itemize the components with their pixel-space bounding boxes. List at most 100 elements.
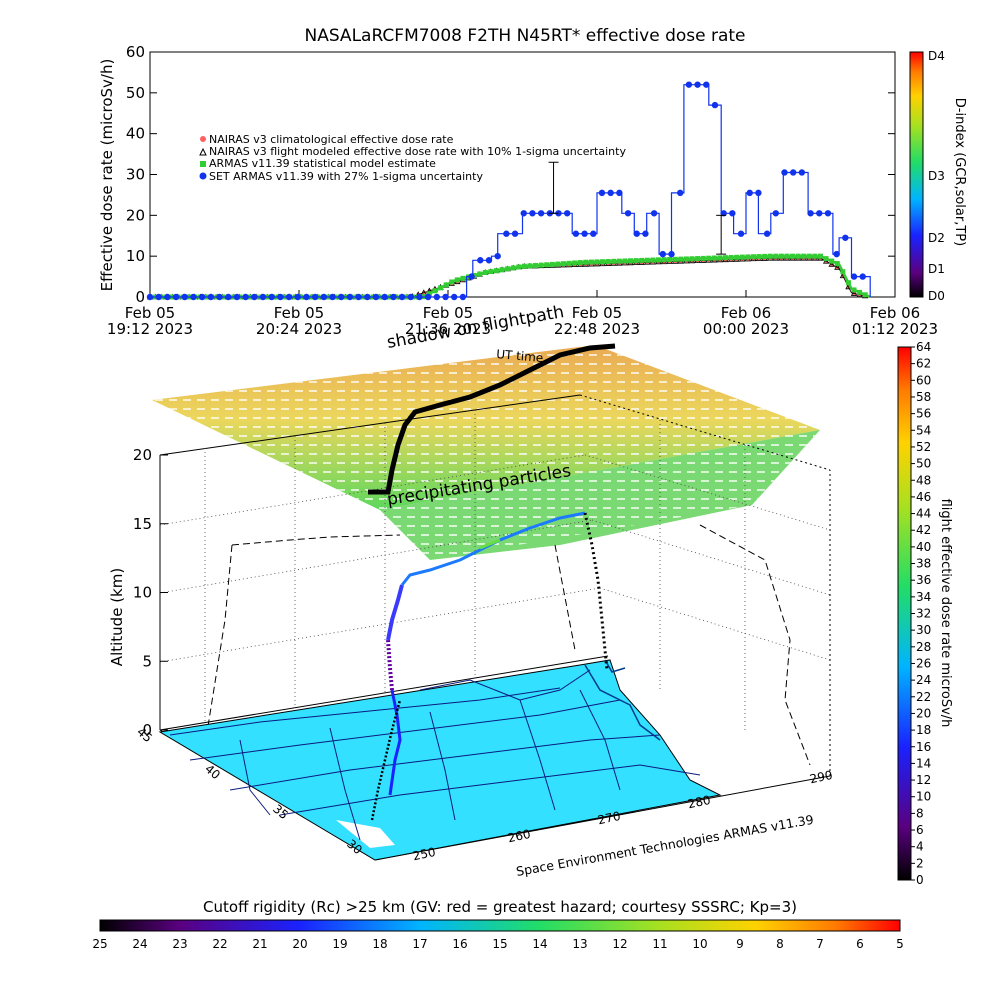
y-tick-label: 60 <box>126 43 145 61</box>
series-point <box>233 293 241 301</box>
series-point <box>823 256 829 262</box>
colorbar-tick-label: 28 <box>916 640 931 654</box>
series-point <box>624 210 632 217</box>
series-point <box>537 210 545 217</box>
colorbar-tick-label: 50 <box>916 457 931 471</box>
cutoff-tick-label: 10 <box>692 937 707 951</box>
series-point <box>616 258 622 264</box>
series-point <box>695 256 701 262</box>
dindex-tick: D0 <box>928 289 945 303</box>
colorbar-tick-label: 34 <box>916 590 931 604</box>
y-tick-label: 0 <box>135 288 145 306</box>
series-point <box>485 257 493 264</box>
series-point <box>277 293 284 301</box>
series-point <box>510 265 516 271</box>
series-point <box>564 210 571 217</box>
series-line <box>150 257 871 298</box>
series-point <box>834 261 840 267</box>
z-tick-label: 20 <box>133 446 152 464</box>
flight-path-elevated <box>368 343 616 495</box>
cutoff-tick-label: 17 <box>412 937 427 951</box>
lon-axis: 250 260 270 280 290 <box>412 768 834 863</box>
series-point <box>493 268 499 274</box>
z-tick-label: 15 <box>133 515 152 533</box>
series-point <box>190 293 197 301</box>
series-point <box>516 264 522 270</box>
series-point <box>790 253 796 259</box>
lon-tick-label: 270 <box>597 809 622 827</box>
x-tick-label-time: 22:48 2023 <box>554 320 640 338</box>
colorbar-tick-label: 26 <box>916 656 931 670</box>
series-point <box>812 253 818 259</box>
cutoff-tick-label: 22 <box>212 937 227 951</box>
series-point <box>251 293 258 301</box>
series-point <box>216 293 223 301</box>
back-wall-grid <box>159 410 831 730</box>
series-point <box>611 258 617 264</box>
series-point <box>583 259 589 265</box>
colorbar-tick-label: 60 <box>916 373 931 387</box>
dose-plane-texture <box>152 345 820 560</box>
dindex-tick: D3 <box>928 169 945 183</box>
series-point <box>784 253 790 259</box>
series-point <box>678 256 684 262</box>
series-point <box>667 256 673 262</box>
cutoff-tick-label: 25 <box>92 937 107 951</box>
z-axis-label: Altitude (km) <box>108 568 126 666</box>
series-point <box>503 230 510 237</box>
colorbar-tick-label: 58 <box>916 390 931 404</box>
series-point <box>398 293 406 301</box>
series-point <box>311 293 319 301</box>
series-point <box>511 230 519 237</box>
series-point <box>538 262 544 268</box>
z-tick-label: 5 <box>142 652 152 670</box>
series-point <box>198 293 206 301</box>
series-point <box>806 253 812 259</box>
series-point <box>650 257 656 263</box>
series-point <box>818 253 823 259</box>
series-point <box>700 255 706 261</box>
series-point <box>685 81 693 88</box>
series-point <box>529 210 536 217</box>
series-point <box>668 250 675 258</box>
x-tick-label-time: 01:12 2023 <box>852 320 938 338</box>
series-point <box>650 210 658 217</box>
series-point <box>477 257 484 264</box>
colorbar-tick-label: 24 <box>916 673 931 687</box>
series-point <box>488 269 494 275</box>
colorbar-tick-label: 16 <box>916 740 931 754</box>
series-point <box>424 293 432 301</box>
series-point <box>622 258 628 264</box>
colorbar-tick-label: 56 <box>916 407 931 421</box>
series-point <box>734 254 740 260</box>
series-point <box>661 257 667 263</box>
series-point <box>346 293 354 301</box>
x-tick-label-date: Feb 06 <box>721 304 771 322</box>
lon-tick-label: 290 <box>809 768 834 786</box>
series-point <box>781 169 788 176</box>
series-point <box>172 293 180 301</box>
series-point <box>355 293 362 301</box>
series-point <box>642 230 649 237</box>
cutoff-tick-label: 6 <box>856 937 864 951</box>
series-point <box>438 285 444 291</box>
colorbar-tick-label: 4 <box>916 840 924 854</box>
series-line <box>150 254 871 299</box>
series-point <box>842 234 849 241</box>
series-point <box>755 189 762 197</box>
cutoff-tick-label: 11 <box>652 937 667 951</box>
series-point <box>729 210 736 217</box>
series-point <box>364 293 371 301</box>
colorbar-tick-label: 12 <box>916 773 931 787</box>
x-tick-label-date: Feb 05 <box>423 304 473 322</box>
x-tick-label-date: Feb 05 <box>125 304 175 322</box>
series-point <box>728 254 734 260</box>
colorbar-tick-label: 18 <box>916 723 931 737</box>
series-point <box>756 254 762 260</box>
series-point <box>628 258 634 264</box>
series-point <box>717 255 723 261</box>
series-point <box>155 293 162 301</box>
series-point <box>544 262 550 268</box>
cutoff-tick-label: 7 <box>816 937 824 951</box>
